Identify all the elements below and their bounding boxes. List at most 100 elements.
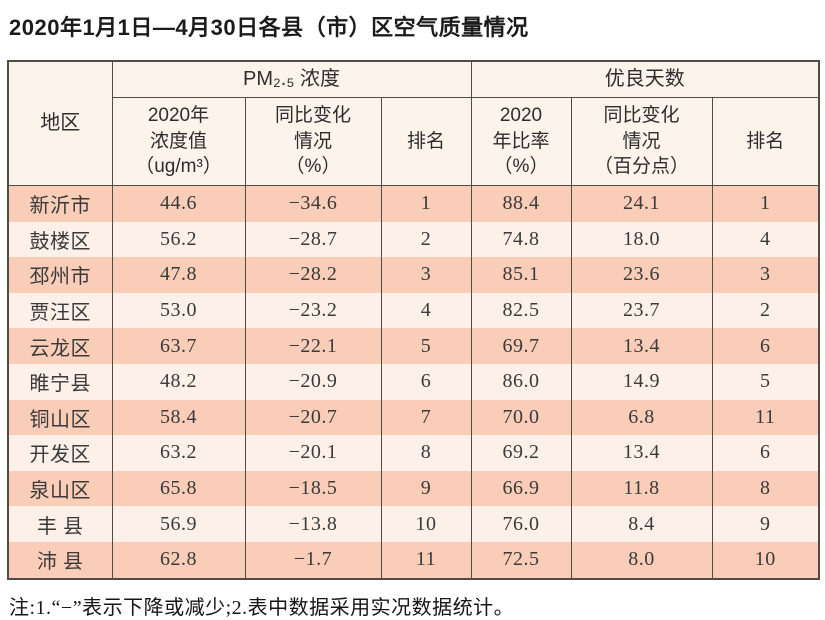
table-row: 邳州市 47.8 −28.2 3 85.1 23.6 3 xyxy=(7,257,820,293)
good-days-rank-cell: 9 xyxy=(711,506,820,542)
pm25-rank-cell: 5 xyxy=(380,328,472,364)
region-cell: 丰 县 xyxy=(7,506,113,542)
pm25-change-cell: −28.2 xyxy=(244,257,382,293)
column-header-good-days-rank: 排名 xyxy=(711,97,820,186)
good-days-change-cell: 8.4 xyxy=(570,506,713,542)
column-header-good-days-rate: 2020 年比率 （%） xyxy=(470,97,572,186)
group-header-good-days: 优良天数 xyxy=(470,60,820,98)
pm25-value-cell: 63.7 xyxy=(111,328,246,364)
good-days-rate-cell: 69.7 xyxy=(470,328,572,364)
page-title: 2020年1月1日—4月30日各县（市）区空气质量情况 xyxy=(9,15,529,40)
pm25-value-cell: 65.8 xyxy=(111,470,246,507)
good-days-change-cell: 24.1 xyxy=(570,185,713,222)
pm25-change-cell: −22.1 xyxy=(244,328,382,364)
table-header: 地区 PM₂.₅ 浓度 优良天数 2020年 浓度值 （ug/m³） 同比变化 … xyxy=(7,60,820,186)
pm25-value-cell: 47.8 xyxy=(111,257,246,293)
column-header-pm25-value: 2020年 浓度值 （ug/m³） xyxy=(111,97,246,186)
region-cell: 泉山区 xyxy=(7,470,113,507)
pm25-rank-cell: 9 xyxy=(380,470,472,507)
good-days-rate-cell: 86.0 xyxy=(470,363,572,400)
table-row: 新沂市 44.6 −34.6 1 88.4 24.1 1 xyxy=(7,185,820,222)
good-days-change-cell: 23.7 xyxy=(570,292,713,329)
region-cell: 开发区 xyxy=(7,435,113,471)
pm25-value-cell: 53.0 xyxy=(111,292,246,329)
region-cell: 贾汪区 xyxy=(7,292,113,329)
sub-header-row: 2020年 浓度值 （ug/m³） 同比变化 情况 （%） 排名 2020 年比… xyxy=(8,97,820,186)
good-days-rate-cell: 72.5 xyxy=(470,541,572,579)
good-days-rank-cell: 4 xyxy=(711,221,820,258)
pm25-change-cell: −18.5 xyxy=(244,470,382,507)
column-header-pm25-change: 同比变化 情况 （%） xyxy=(244,97,382,186)
region-cell: 铜山区 xyxy=(7,399,113,436)
pm25-value-cell: 48.2 xyxy=(111,363,246,400)
good-days-rate-cell: 76.0 xyxy=(470,506,572,542)
good-days-change-cell: 8.0 xyxy=(570,541,713,579)
air-quality-table: 地区 PM₂.₅ 浓度 优良天数 2020年 浓度值 （ug/m³） 同比变化 … xyxy=(7,60,821,580)
good-days-rank-cell: 6 xyxy=(711,328,820,364)
good-days-rank-cell: 2 xyxy=(711,292,820,329)
group-header-row: 地区 PM₂.₅ 浓度 优良天数 xyxy=(7,60,820,186)
table-row: 铜山区 58.4 −20.7 7 70.0 6.8 11 xyxy=(7,399,820,436)
region-cell: 新沂市 xyxy=(7,185,113,222)
column-header-good-days-change: 同比变化 情况 （百分点） xyxy=(570,97,713,186)
pm25-rank-cell: 3 xyxy=(380,257,472,293)
table-row: 沛 县 62.8 −1.7 11 72.5 8.0 10 xyxy=(7,541,820,579)
table-row: 丰 县 56.9 −13.8 10 76.0 8.4 9 xyxy=(7,506,820,542)
pm25-rank-cell: 1 xyxy=(380,185,472,222)
good-days-change-cell: 13.4 xyxy=(570,328,713,364)
good-days-rank-cell: 10 xyxy=(711,541,820,579)
region-cell: 云龙区 xyxy=(7,328,113,364)
pm25-value-cell: 63.2 xyxy=(111,435,246,471)
footnote: 注:1.“−”表示下降或减少;2.表中数据采用实况数据统计。 xyxy=(9,597,515,619)
pm25-rank-cell: 10 xyxy=(380,506,472,542)
good-days-rate-cell: 85.1 xyxy=(470,257,572,293)
pm25-change-cell: −23.2 xyxy=(244,292,382,329)
good-days-rank-cell: 5 xyxy=(711,363,820,400)
pm25-value-cell: 58.4 xyxy=(111,399,246,436)
pm25-change-cell: −20.1 xyxy=(244,435,382,471)
region-cell: 鼓楼区 xyxy=(7,221,113,258)
pm25-rank-cell: 8 xyxy=(380,435,472,471)
good-days-rank-cell: 8 xyxy=(711,470,820,507)
region-cell: 睢宁县 xyxy=(7,363,113,400)
pm25-rank-cell: 2 xyxy=(380,221,472,258)
group-header-pm25: PM₂.₅ 浓度 xyxy=(111,60,472,98)
region-cell: 沛 县 xyxy=(7,541,113,579)
pm25-rank-cell: 6 xyxy=(380,363,472,400)
pm25-rank-cell: 11 xyxy=(380,541,472,579)
table-row: 睢宁县 48.2 −20.9 6 86.0 14.9 5 xyxy=(7,363,820,400)
column-header-pm25-rank: 排名 xyxy=(380,97,472,186)
region-cell: 邳州市 xyxy=(7,257,113,293)
good-days-rate-cell: 82.5 xyxy=(470,292,572,329)
good-days-change-cell: 23.6 xyxy=(570,257,713,293)
pm25-value-cell: 44.6 xyxy=(111,185,246,222)
good-days-rank-cell: 1 xyxy=(711,185,820,222)
table-row: 鼓楼区 56.2 −28.7 2 74.8 18.0 4 xyxy=(7,221,820,258)
table-body: 新沂市 44.6 −34.6 1 88.4 24.1 1 鼓楼区 56.2 −28.7 2 74.8 1… xyxy=(7,185,820,579)
table-row: 泉山区 65.8 −18.5 9 66.9 11.8 8 xyxy=(7,470,820,507)
good-days-change-cell: 18.0 xyxy=(570,221,713,258)
table-row: 云龙区 63.7 −22.1 5 69.7 13.4 6 xyxy=(7,328,820,364)
pm25-value-cell: 56.9 xyxy=(111,506,246,542)
good-days-rate-cell: 88.4 xyxy=(470,185,572,222)
good-days-rate-cell: 69.2 xyxy=(470,435,572,471)
good-days-change-cell: 6.8 xyxy=(570,399,713,436)
column-header-region: 地区 xyxy=(7,60,113,186)
table-row: 开发区 63.2 −20.1 8 69.2 13.4 6 xyxy=(7,435,820,471)
good-days-change-cell: 14.9 xyxy=(570,363,713,400)
pm25-change-cell: −28.7 xyxy=(244,221,382,258)
pm25-change-cell: −20.9 xyxy=(244,363,382,400)
pm25-value-cell: 62.8 xyxy=(111,541,246,579)
good-days-rate-cell: 70.0 xyxy=(470,399,572,436)
pm25-rank-cell: 4 xyxy=(380,292,472,329)
pm25-change-cell: −20.7 xyxy=(244,399,382,436)
good-days-change-cell: 13.4 xyxy=(570,435,713,471)
pm25-change-cell: −1.7 xyxy=(244,541,382,579)
good-days-rate-cell: 66.9 xyxy=(470,470,572,507)
pm25-rank-cell: 7 xyxy=(380,399,472,436)
good-days-rank-cell: 6 xyxy=(711,435,820,471)
good-days-change-cell: 11.8 xyxy=(570,470,713,507)
pm25-value-cell: 56.2 xyxy=(111,221,246,258)
good-days-rate-cell: 74.8 xyxy=(470,221,572,258)
